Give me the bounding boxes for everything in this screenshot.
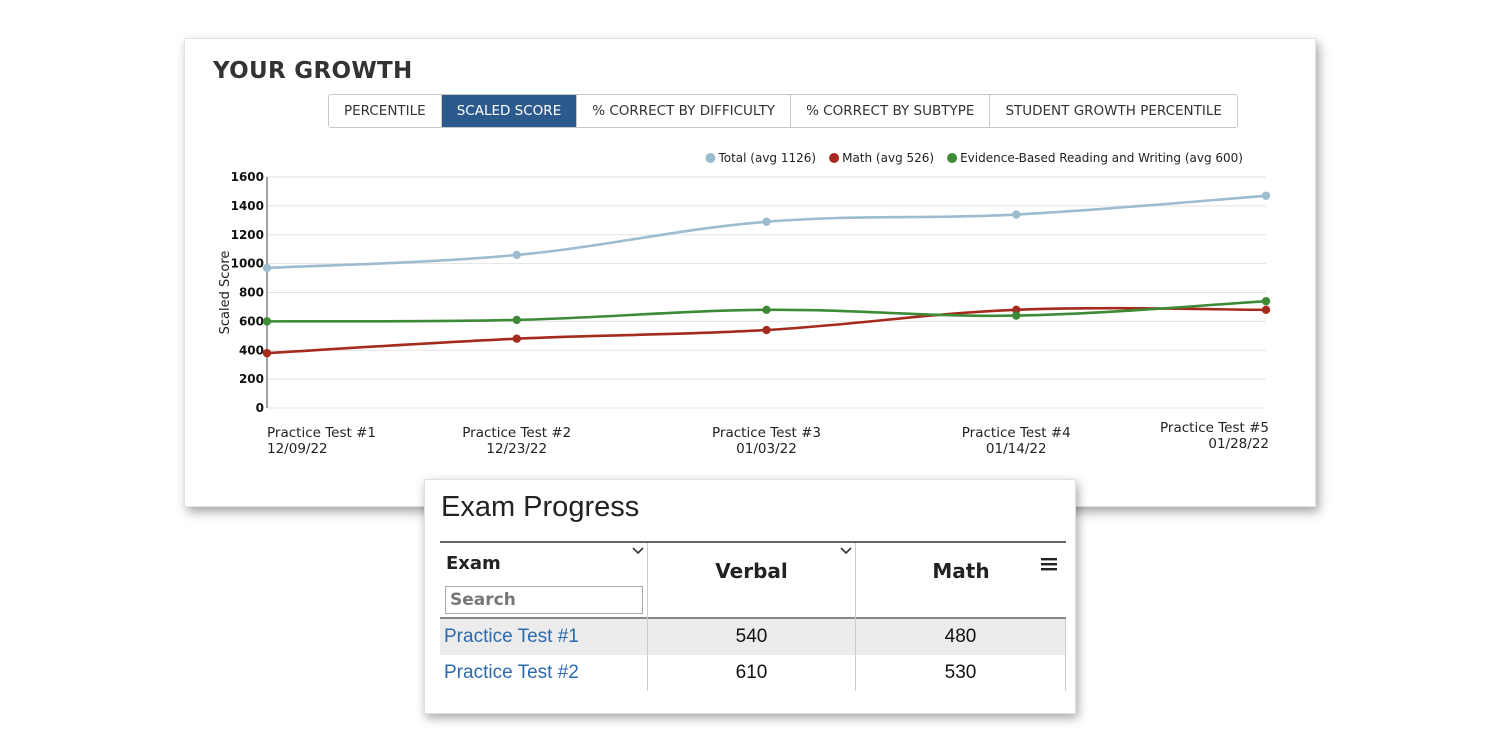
y-tick-label: 1400	[231, 199, 264, 213]
legend-item: Math (avg 526)	[829, 151, 934, 165]
legend-swatch	[829, 153, 840, 163]
tab-student-growth-percentile[interactable]: STUDENT GROWTH PERCENTILE	[990, 95, 1237, 127]
data-point	[762, 305, 771, 315]
column-header-math[interactable]: Math	[856, 543, 1066, 619]
series-line	[266, 194, 1267, 270]
legend-label: Total (avg 1126)	[717, 151, 816, 165]
x-tick-label: Practice Test #5	[1160, 420, 1269, 436]
y-axis-label: Scaled Score	[218, 251, 233, 335]
data-point	[262, 348, 272, 358]
data-point	[512, 334, 521, 343]
data-point	[512, 315, 521, 325]
column-header-math-label: Math	[932, 559, 990, 583]
table-header: Exam Verbal Math	[440, 541, 1066, 619]
exam-link[interactable]: Practice Test #2	[440, 655, 648, 691]
tab-percentile[interactable]: PERCENTILE	[329, 95, 442, 127]
y-tick-label: 600	[239, 314, 264, 328]
growth-title: YOUR GROWTH	[213, 58, 413, 84]
exam-progress-title: Exam Progress	[441, 491, 640, 523]
legend-item: Evidence-Based Reading and Writing (avg …	[947, 151, 1243, 165]
x-tick-label: Practice Test #4	[962, 425, 1071, 441]
data-point	[1012, 305, 1021, 315]
verbal-score: 610	[648, 655, 856, 691]
data-point	[1012, 210, 1021, 219]
x-tick-date: 12/23/22	[486, 441, 547, 457]
data-point	[762, 325, 771, 335]
x-tick-date: 01/14/22	[986, 441, 1047, 457]
y-tick-label: 400	[239, 343, 264, 357]
legend-label: Math (avg 526)	[842, 151, 934, 165]
x-tick-date: 01/28/22	[1208, 436, 1269, 452]
score-type-tabs: PERCENTILE SCALED SCORE % CORRECT BY DIF…	[328, 94, 1238, 128]
tab-correct-by-difficulty[interactable]: % CORRECT BY DIFFICULTY	[577, 95, 792, 127]
chart-legend: Total (avg 1126) Math (avg 526) Evidence-B…	[705, 151, 1243, 165]
legend-label: Evidence-Based Reading and Writing (avg …	[960, 151, 1243, 165]
column-header-exam-label: Exam	[446, 553, 501, 574]
data-point	[1261, 296, 1271, 306]
x-tick-date: 01/03/22	[736, 441, 797, 457]
y-tick-label: 800	[239, 286, 264, 300]
exam-link[interactable]: Practice Test #1	[440, 619, 648, 655]
math-score: 480	[856, 619, 1066, 655]
data-point	[1012, 311, 1021, 320]
table-row: Practice Test #2 610 530	[440, 655, 1066, 691]
x-tick-label: Practice Test #1	[267, 425, 376, 441]
growth-line-chart: 0 200 400 600 800 1000 1200 1400 1600 Scaled Sco…	[218, 151, 1271, 457]
legend-swatch	[705, 153, 716, 163]
chart-gridlines	[267, 176, 1266, 409]
exam-search-input[interactable]	[445, 586, 643, 614]
column-header-exam[interactable]: Exam	[440, 543, 648, 619]
column-menu-icon[interactable]	[1040, 556, 1058, 572]
chevron-down-icon[interactable]	[631, 545, 645, 557]
verbal-score: 540	[648, 619, 856, 655]
data-point	[762, 217, 771, 226]
tab-correct-by-subtype[interactable]: % CORRECT BY SUBTYPE	[791, 95, 991, 127]
legend-item: Total (avg 1126)	[705, 151, 816, 165]
y-tick-label: 1600	[231, 170, 264, 184]
legend-swatch	[947, 153, 958, 163]
data-point	[1261, 191, 1271, 200]
y-tick-label: 1000	[231, 257, 264, 271]
y-tick-label: 200	[239, 372, 264, 386]
x-tick-label: Practice Test #3	[712, 425, 821, 441]
y-axis-ticks: 0 200 400 600 800 1000 1200 1400 1600	[231, 170, 264, 415]
y-tick-label: 1200	[231, 228, 264, 242]
exam-progress-table: Exam Verbal Math	[440, 541, 1066, 691]
chart-data-points	[262, 191, 1271, 358]
chevron-down-icon[interactable]	[839, 545, 853, 557]
data-point	[1261, 305, 1271, 315]
growth-card: YOUR GROWTH PERCENTILE SCALED SCORE % CO…	[184, 38, 1316, 507]
tab-scaled-score[interactable]: SCALED SCORE	[441, 95, 578, 127]
x-axis-ticks: Practice Test #112/09/22 Practice Test #2…	[267, 420, 1269, 457]
data-point	[262, 263, 272, 273]
column-header-verbal-label: Verbal	[715, 559, 788, 583]
data-point	[512, 250, 521, 260]
column-header-verbal[interactable]: Verbal	[648, 543, 856, 619]
table-row: Practice Test #1 540 480	[440, 619, 1066, 655]
data-point	[262, 317, 272, 326]
exam-progress-card: Exam Progress Exam Verbal Math	[424, 479, 1076, 714]
y-tick-label: 0	[256, 401, 264, 415]
x-tick-date: 12/09/22	[267, 441, 328, 457]
math-score: 530	[856, 655, 1066, 691]
x-tick-label: Practice Test #2	[462, 425, 571, 441]
